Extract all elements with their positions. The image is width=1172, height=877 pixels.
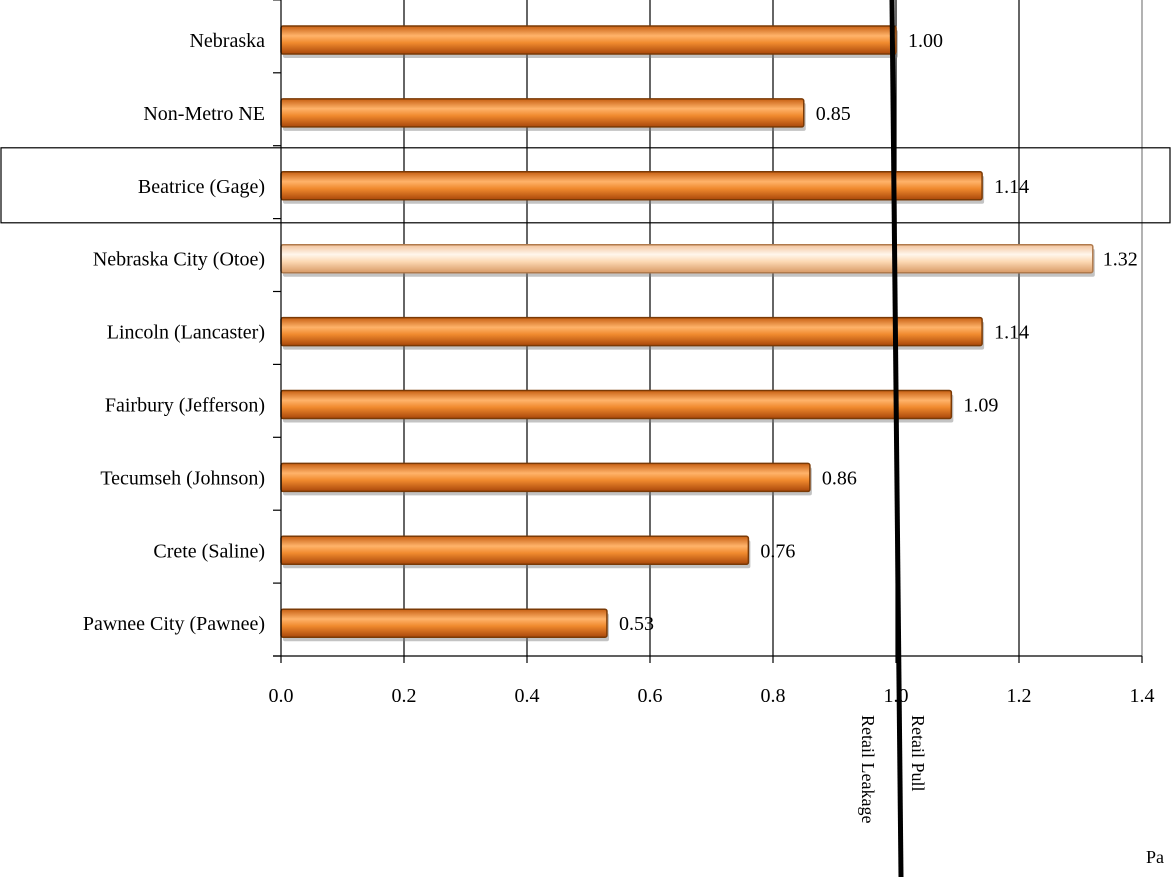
reference-right-label: Retail Pull bbox=[908, 715, 928, 792]
category-label: Beatrice (Gage) bbox=[138, 176, 265, 198]
x-tick-label: 0.0 bbox=[269, 685, 294, 707]
bar-tecumseh-johnson bbox=[280, 462, 811, 493]
reference-line bbox=[889, 0, 904, 877]
bar-nebraska bbox=[280, 25, 897, 55]
boxed-category-frame bbox=[0, 147, 1171, 224]
bar-non-metro-ne bbox=[280, 98, 805, 128]
bar-value-label: 0.76 bbox=[760, 540, 795, 562]
bar-value-label: 1.09 bbox=[963, 395, 998, 417]
bar-value-label: 0.86 bbox=[822, 467, 857, 489]
category-label: Non-Metro NE bbox=[143, 103, 265, 125]
page-footer-label: Pa bbox=[1146, 847, 1164, 867]
x-tick-label: 1.4 bbox=[1130, 685, 1155, 707]
category-label: Nebraska bbox=[189, 30, 265, 52]
bar-value-label: 1.00 bbox=[908, 30, 943, 52]
x-tick-label: 0.2 bbox=[392, 685, 417, 707]
bar-value-label: 0.85 bbox=[816, 103, 851, 125]
x-tick-label: 1.0 bbox=[884, 685, 909, 707]
bar-value-label: 1.14 bbox=[994, 176, 1029, 198]
x-tick-label: 1.2 bbox=[1007, 685, 1032, 707]
bar-pawnee-city-pawnee bbox=[280, 608, 608, 638]
category-label: Pawnee City (Pawnee) bbox=[83, 613, 265, 635]
bar-value-label: 1.32 bbox=[1103, 249, 1138, 271]
category-label: Crete (Saline) bbox=[153, 540, 265, 562]
category-label: Lincoln (Lancaster) bbox=[107, 322, 265, 344]
bar-nebraska-city-otoe bbox=[280, 243, 1094, 274]
bar-value-label: 0.53 bbox=[619, 613, 654, 635]
reference-line-layer: Retail Leakage Retail Pull bbox=[858, 0, 928, 877]
bar-lincoln-lancaster bbox=[280, 316, 983, 347]
bar-crete-saline bbox=[280, 535, 750, 566]
bar-beatrice-gage bbox=[280, 171, 983, 201]
category-label: Nebraska City (Otoe) bbox=[93, 249, 265, 271]
category-label: Fairbury (Jefferson) bbox=[105, 395, 265, 417]
reference-left-label: Retail Leakage bbox=[858, 715, 878, 823]
axes bbox=[273, 0, 1143, 663]
x-tick-label: 0.8 bbox=[761, 685, 786, 707]
category-label: Tecumseh (Johnson) bbox=[100, 467, 265, 489]
bars bbox=[280, 25, 1095, 642]
bar-value-label: 1.14 bbox=[994, 322, 1029, 344]
x-tick-label: 0.6 bbox=[638, 685, 663, 707]
labels: 1.00 Nebraska 0.85 Non-Metro NE 1.14 Beatrice… bbox=[83, 30, 1155, 707]
bar-fairbury-jefferson bbox=[280, 389, 953, 420]
category-highlight-box-layer bbox=[0, 147, 1171, 224]
x-tick-label: 0.4 bbox=[515, 685, 540, 707]
